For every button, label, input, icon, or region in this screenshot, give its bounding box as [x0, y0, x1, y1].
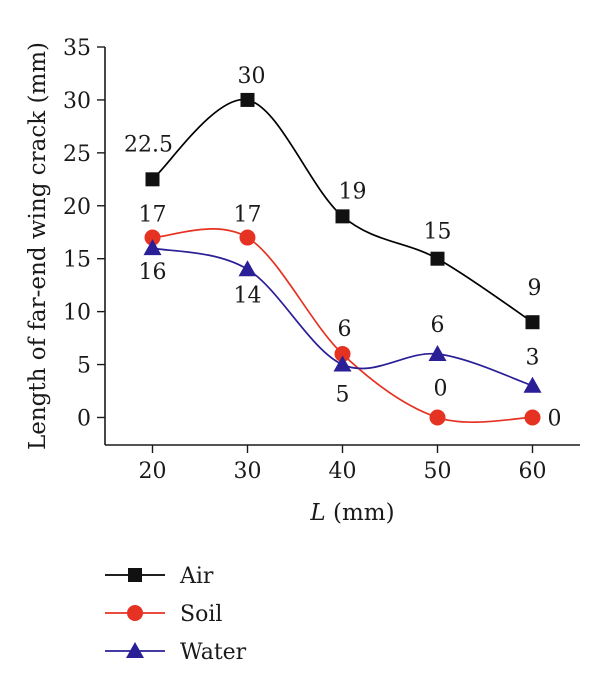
x-tick-label: 20 [139, 459, 167, 484]
marker-soil [144, 229, 161, 246]
x-tick-label: 30 [234, 459, 262, 484]
data-label-air: 22.5 [124, 132, 173, 157]
data-label-water: 3 [526, 346, 540, 371]
data-label-water: 16 [139, 260, 167, 285]
marker-soil [524, 409, 541, 426]
x-tick-label: 50 [424, 459, 452, 484]
marker-water [523, 376, 542, 393]
y-tick-label: 15 [63, 248, 91, 273]
legend-label-soil: Soil [180, 602, 222, 627]
data-label-water: 6 [431, 313, 445, 338]
y-tick-label: 30 [63, 89, 91, 114]
y-tick-label: 10 [63, 301, 91, 326]
x-axis-title-unit: (mm) [326, 500, 395, 526]
x-axis-title: L (mm) [309, 500, 394, 526]
marker-air [335, 209, 350, 224]
marker-water [428, 344, 447, 361]
x-tick-label: 60 [519, 459, 547, 484]
data-label-air: 9 [528, 276, 542, 301]
y-tick-label: 20 [63, 195, 91, 220]
legend: Air Soil Water [105, 564, 247, 665]
data-label-soil: 17 [139, 203, 167, 228]
data-label-soil: 0 [548, 406, 562, 431]
legend-label-water: Water [180, 640, 247, 665]
data-label-soil: 0 [434, 376, 448, 401]
data-label-air: 19 [339, 179, 367, 204]
legend-marker-water [126, 642, 144, 658]
marker-soil [429, 409, 446, 426]
y-tick-label: 35 [63, 36, 91, 61]
marker-water [238, 260, 257, 277]
marker-air [240, 92, 255, 107]
data-label-soil: 17 [234, 203, 262, 228]
marker-air [430, 251, 445, 266]
marker-soil [334, 345, 351, 362]
data-label-soil: 6 [338, 317, 352, 342]
marker-water [143, 239, 162, 256]
legend-marker-soil [127, 605, 143, 621]
data-labels: 22.5 30 19 15 9 17 17 6 0 0 16 14 5 6 3 [124, 64, 561, 432]
y-tick-label: 25 [63, 142, 91, 167]
legend-label-air: Air [179, 564, 214, 589]
legend-marker-air [128, 568, 142, 582]
marker-air [525, 315, 540, 330]
y-axis-title: Length of far-end wing crack (mm) [25, 42, 51, 450]
y-tick-label: 5 [77, 354, 91, 379]
marker-water [333, 355, 352, 372]
data-label-water: 5 [336, 383, 350, 408]
data-label-water: 14 [234, 283, 262, 308]
series-markers [143, 92, 542, 426]
data-label-air: 30 [238, 64, 266, 89]
y-tick-label: 0 [77, 406, 91, 431]
marker-air [145, 172, 160, 187]
data-label-air: 15 [424, 220, 452, 245]
x-axis-title-variable: L [309, 500, 325, 526]
marker-soil [239, 229, 256, 246]
series-lines [151, 99, 533, 423]
x-tick-label: 40 [329, 459, 357, 484]
